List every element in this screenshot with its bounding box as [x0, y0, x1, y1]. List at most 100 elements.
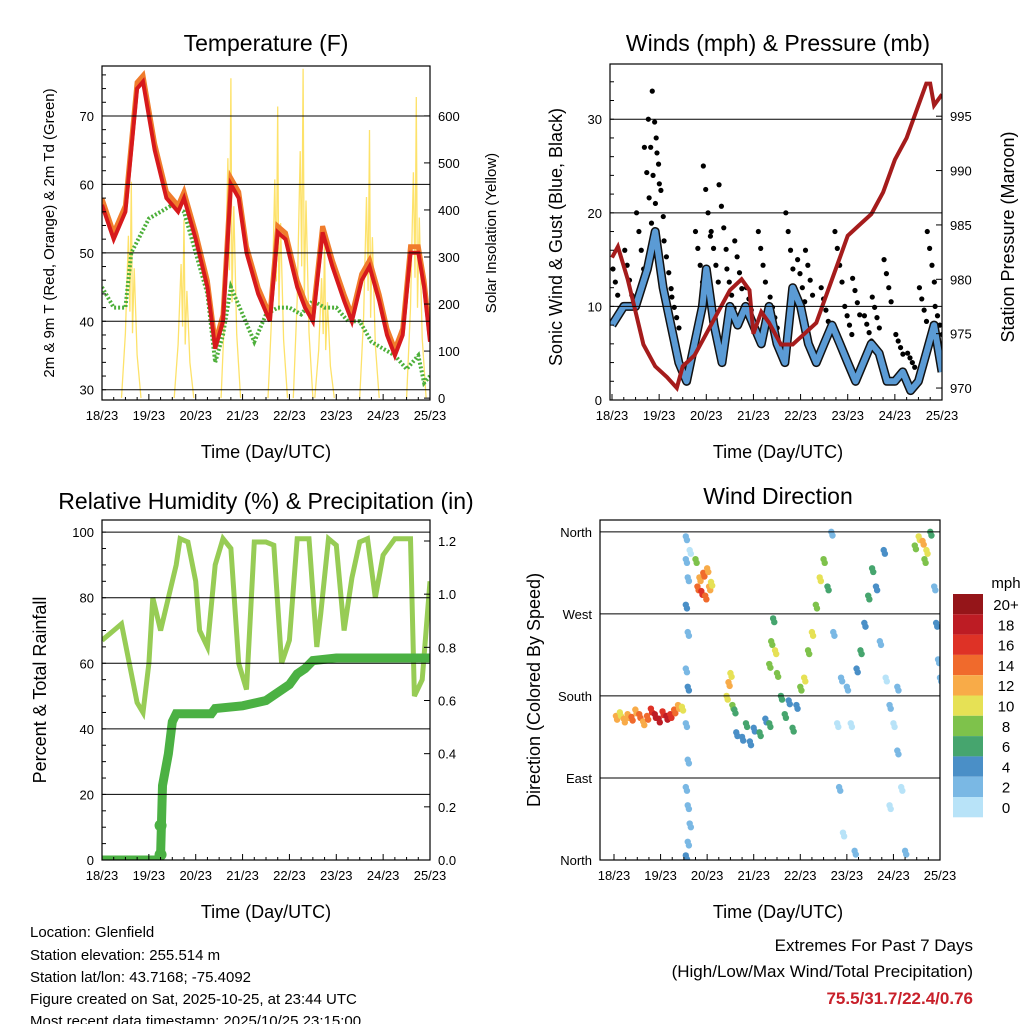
x-tick-label: 25/23 — [926, 408, 959, 423]
gust-point — [654, 150, 660, 156]
wind-direction-point — [837, 787, 844, 794]
gust-point — [718, 203, 725, 209]
y-tick-label: North — [560, 853, 592, 868]
legend-label: 2 — [1002, 780, 1010, 797]
wind-direction-point — [683, 787, 691, 794]
wind-direction-point — [825, 586, 832, 594]
gust-point — [676, 325, 682, 331]
wind-direction-point — [817, 577, 825, 585]
wind-direction-point — [937, 678, 940, 685]
legend-label: 14 — [998, 658, 1015, 675]
gust-point — [846, 322, 853, 328]
gust-point — [886, 285, 892, 291]
wind-direction-point — [774, 673, 782, 680]
wind-direction-point — [728, 673, 735, 680]
y-right-tick-label: 1.2 — [438, 534, 456, 549]
temperature-ylabel: 2m & 9m T (Red, Orange) & 2m Td (Green) — [41, 88, 58, 377]
gust-point — [708, 228, 714, 235]
temperature-ylabel-right: Solar Insolation (Yellow) — [483, 153, 500, 313]
gust-point — [710, 245, 717, 251]
temperature-xlabel: Time (Day/UTC) — [201, 442, 331, 462]
y-right-tick-label: 0.8 — [438, 640, 456, 655]
legend-swatch — [953, 797, 983, 818]
wind-direction-point — [891, 723, 898, 731]
winds-panel: 0 10 20 30 970 975 980 985 990 995 18/23 19/23 20/23… — [588, 63, 972, 423]
y-tick-label: East — [566, 771, 592, 786]
winds-ylabel-right: Station Pressure (Maroon) — [998, 131, 1018, 342]
humidity-line — [102, 533, 430, 721]
y-tick-label: 30 — [588, 112, 602, 127]
gust-point — [849, 331, 855, 338]
wind-direction-point — [928, 532, 935, 539]
wind-direction-point — [912, 545, 920, 553]
solar-insolation-spike — [220, 78, 242, 399]
wind-direction-panel: North East South West North 18/23 19/23 20/23 21… — [558, 519, 956, 883]
x-tick-label: 25/23 — [414, 408, 447, 423]
gust-point — [924, 228, 930, 235]
wind-direction-point — [683, 605, 691, 612]
wind-direction-point — [899, 787, 906, 794]
y-right-tick-label: 990 — [950, 164, 972, 179]
x-tick-label: 19/23 — [643, 408, 676, 423]
gust-point — [760, 262, 766, 268]
gust-point — [876, 325, 882, 331]
wind-direction-point — [934, 623, 940, 630]
legend-swatch — [953, 736, 983, 757]
gust-point — [832, 228, 838, 235]
gust-point — [703, 186, 709, 193]
x-tick-label: 21/23 — [737, 408, 770, 423]
legend-swatch — [953, 675, 983, 696]
gust-point — [909, 359, 915, 366]
winds-plot-area — [610, 81, 942, 396]
gust-point — [834, 245, 840, 251]
gust-point — [934, 313, 941, 319]
wind-direction-point — [844, 687, 852, 694]
legend-swatch — [953, 614, 983, 635]
legend-label: 20+ — [993, 597, 1019, 614]
wind-direction-point — [809, 632, 817, 639]
extremes-subheading: (High/Low/Max Wind/Total Precipitation) — [672, 962, 973, 981]
wind-direction-point — [870, 568, 877, 576]
legend-swatch — [953, 654, 983, 676]
gust-point — [650, 172, 656, 178]
gust-point — [638, 247, 644, 253]
gust-point — [658, 187, 664, 193]
x-tick-label: 21/23 — [226, 408, 259, 423]
gust-point — [872, 304, 878, 310]
y-right-tick-label: 0.6 — [438, 694, 456, 709]
gust-point — [905, 350, 911, 356]
y-right-tick-label: 985 — [950, 218, 972, 233]
y-right-tick-label: 0.4 — [438, 747, 456, 762]
y-right-tick-label: 500 — [438, 156, 460, 171]
wind-direction-point — [895, 751, 902, 758]
x-tick-label: 22/23 — [273, 868, 306, 883]
gust-point — [818, 285, 824, 291]
gust-point — [734, 254, 740, 260]
x-tick-label: 19/23 — [133, 868, 166, 883]
gust-point — [927, 245, 933, 251]
solar-insolation-spike — [120, 181, 142, 399]
wind-direction-point — [685, 805, 693, 813]
wind-direction-xlabel: Time (Day/UTC) — [713, 902, 843, 922]
gust-point — [893, 331, 899, 338]
wind-direction-point — [936, 659, 940, 667]
gust-point — [695, 245, 701, 251]
wind-direction-point — [903, 851, 910, 858]
wind-direction-point — [683, 559, 691, 567]
gust-point — [762, 279, 769, 285]
gust-point — [721, 225, 727, 231]
gust-point — [929, 262, 935, 268]
gust-point — [736, 270, 743, 276]
wind-direction-point — [829, 532, 836, 539]
gust-point — [724, 266, 730, 272]
y-tick-label: 0 — [595, 393, 602, 408]
y-tick-label: 40 — [80, 722, 94, 737]
wind-direction-point — [854, 669, 861, 676]
x-tick-label: 20/23 — [690, 408, 723, 423]
x-tick-label: 18/23 — [86, 408, 119, 423]
wind-direction-point — [821, 559, 828, 567]
gust-point — [919, 296, 925, 302]
wind-direction-point — [866, 596, 873, 603]
wind-direction-point — [883, 678, 891, 685]
